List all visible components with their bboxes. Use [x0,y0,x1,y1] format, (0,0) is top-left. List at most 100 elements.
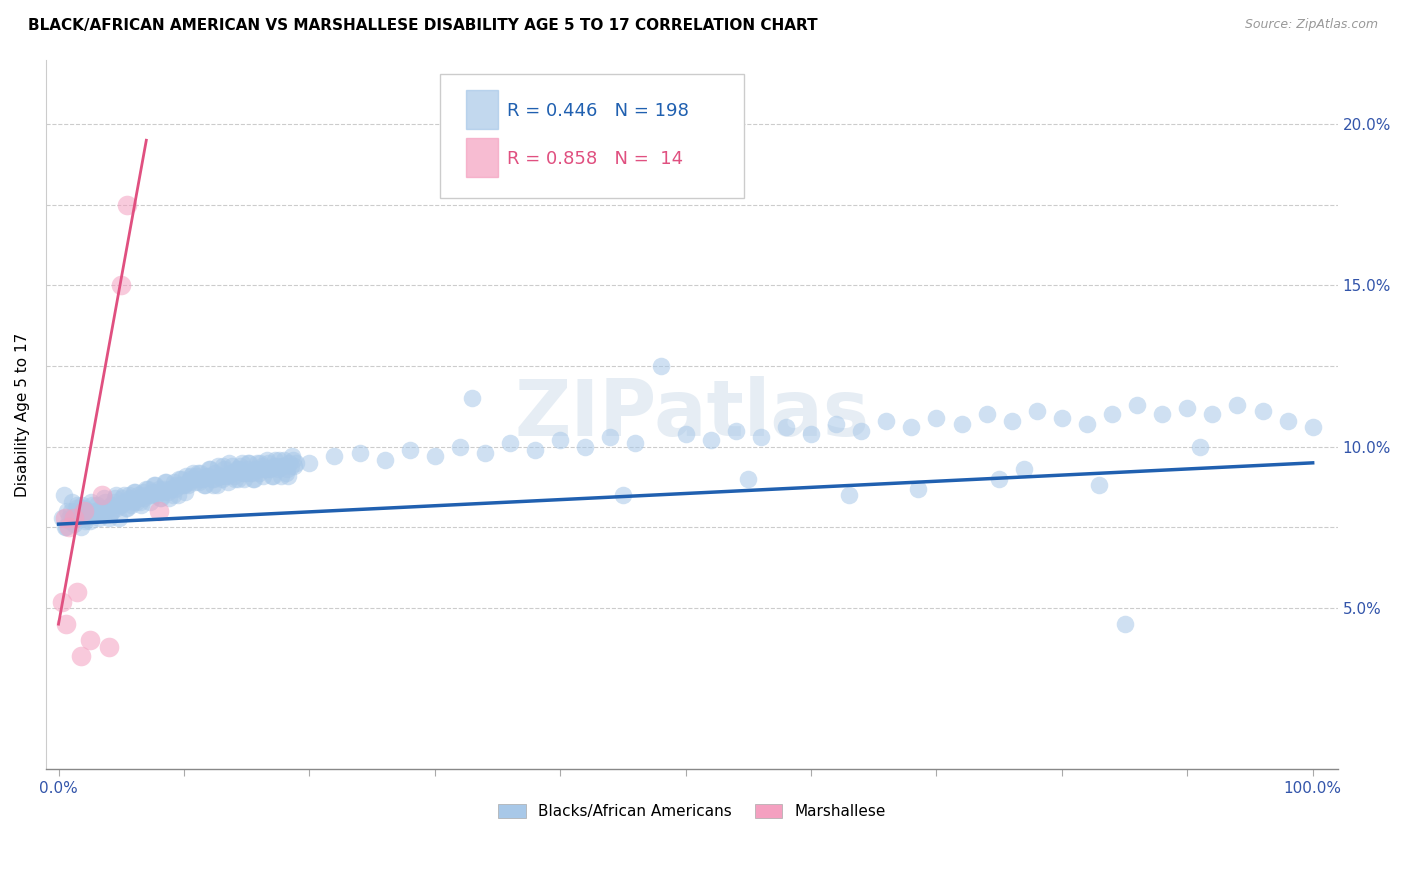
Point [650,359,672,373]
Point [851,424,873,438]
Text: BLACK/AFRICAN AMERICAN VS MARSHALLESE DISABILITY AGE 5 TO 17 CORRELATION CHART: BLACK/AFRICAN AMERICAN VS MARSHALLESE DI… [28,18,818,33]
Point [423,450,446,464]
Point [77,504,100,518]
Point [80,494,103,508]
Point [117,501,139,516]
Point [112,488,135,502]
Point [226,472,249,486]
Point [73,514,96,528]
Point [183,472,205,486]
Point [825,417,848,431]
Point [134,488,156,502]
Point [120,498,142,512]
Point [111,491,134,506]
Point [118,488,141,502]
FancyBboxPatch shape [440,74,744,198]
Point [278,456,301,470]
Point [188,466,211,480]
Point [62,517,84,532]
Point [211,472,233,486]
Point [83,508,105,522]
Point [124,484,146,499]
Point [277,468,299,483]
Point [270,468,292,483]
Point [907,482,929,496]
Point [950,417,973,431]
Point [228,462,250,476]
Point [1201,408,1223,422]
Point [724,424,747,438]
Point [214,468,236,483]
FancyBboxPatch shape [465,90,498,129]
Point [200,462,222,476]
Point [76,504,98,518]
Point [215,468,238,483]
Point [281,452,304,467]
Point [217,475,239,490]
Point [79,633,101,648]
Point [129,498,152,512]
Point [1226,398,1249,412]
Point [838,488,860,502]
Text: ZIPatlas: ZIPatlas [515,376,869,452]
Point [259,462,281,476]
Point [202,472,225,486]
Point [246,462,269,476]
Point [524,442,547,457]
Point [110,498,132,512]
Point [139,494,162,508]
Point [232,466,254,480]
Point [236,456,259,470]
Point [267,462,290,476]
Point [273,452,295,467]
Point [201,478,224,492]
Point [474,446,496,460]
Point [97,640,120,654]
Point [190,472,212,486]
Point [191,472,214,486]
Point [70,520,93,534]
Point [84,504,107,518]
Point [449,440,471,454]
Point [160,482,183,496]
Point [612,488,634,502]
Point [143,478,166,492]
Point [70,649,93,664]
Point [167,472,190,486]
Point [115,501,138,516]
Legend: Blacks/African Americans, Marshallese: Blacks/African Americans, Marshallese [492,798,891,825]
Point [87,510,110,524]
Point [1175,401,1198,415]
Point [90,504,112,518]
Point [263,458,285,473]
Point [135,482,157,496]
Point [165,482,187,496]
Point [271,458,294,473]
Point [245,462,267,476]
Point [118,491,141,506]
Point [128,491,150,506]
Point [461,392,484,406]
Point [250,458,273,473]
Point [172,478,194,492]
Point [97,510,120,524]
Point [186,468,208,483]
Point [224,472,246,486]
Point [60,504,83,518]
Point [56,504,79,518]
Point [165,478,187,492]
Point [177,475,200,490]
Point [262,468,284,483]
Point [1251,404,1274,418]
Point [148,504,170,518]
Point [193,478,215,492]
Point [60,494,83,508]
Point [72,498,94,512]
Point [235,466,257,480]
Point [148,482,170,496]
Point [66,498,89,512]
Point [225,462,247,476]
Point [349,446,371,460]
Point [107,510,129,524]
Point [242,472,264,486]
